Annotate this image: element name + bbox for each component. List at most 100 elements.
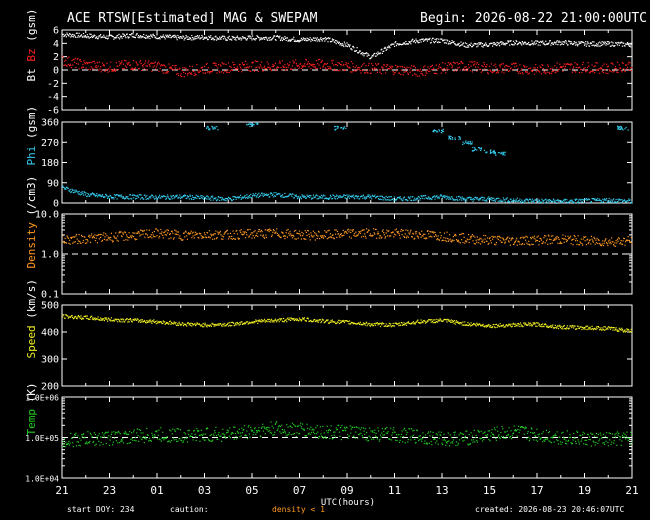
data-point (123, 33, 125, 35)
data-point (296, 196, 298, 198)
data-point (469, 238, 471, 240)
data-point (85, 67, 87, 69)
data-point (257, 193, 259, 196)
data-point (498, 197, 500, 200)
data-point (125, 319, 127, 321)
data-point (381, 52, 383, 54)
data-point (157, 197, 159, 199)
data-point (64, 187, 66, 189)
data-point (259, 229, 261, 231)
data-point (294, 318, 296, 320)
data-point (501, 71, 503, 73)
data-point (148, 319, 150, 321)
data-point (295, 59, 297, 61)
data-point (70, 316, 72, 318)
data-point (497, 200, 499, 202)
data-point (387, 230, 389, 233)
data-point (448, 135, 450, 137)
data-point (390, 235, 392, 237)
data-point (253, 38, 256, 40)
data-point (222, 236, 225, 238)
data-point (420, 195, 422, 197)
data-point (134, 68, 136, 70)
data-point (490, 240, 492, 242)
data-point (483, 199, 485, 201)
data-point (295, 229, 297, 232)
data-point (210, 71, 212, 73)
data-point (323, 63, 325, 65)
data-point (164, 323, 166, 325)
data-point (68, 35, 70, 37)
data-point (104, 70, 106, 72)
data-point (474, 61, 476, 63)
data-point (566, 199, 568, 201)
data-point (84, 35, 86, 37)
data-point (451, 67, 453, 69)
data-point (77, 242, 79, 245)
data-point (614, 45, 616, 47)
data-point (186, 36, 188, 38)
data-point (371, 198, 373, 200)
data-point (210, 199, 212, 201)
data-point (452, 320, 454, 323)
data-point (187, 73, 189, 75)
data-point (275, 69, 277, 72)
data-point (189, 194, 191, 196)
data-point (458, 136, 460, 138)
data-point (579, 326, 581, 328)
data-point (140, 37, 142, 39)
data-point (552, 201, 554, 203)
data-point (532, 322, 534, 324)
data-point (317, 59, 320, 61)
data-point (191, 323, 193, 325)
data-point (93, 60, 95, 62)
data-point (184, 72, 187, 74)
data-point (261, 192, 263, 194)
data-point (181, 75, 183, 78)
data-point (573, 238, 575, 240)
data-point (234, 196, 237, 198)
data-point (472, 61, 474, 63)
data-point (217, 323, 219, 325)
data-point (113, 320, 116, 322)
data-point (599, 68, 601, 70)
data-point (364, 52, 366, 54)
data-point (378, 198, 380, 201)
data-point (303, 65, 305, 67)
data-point (169, 198, 171, 200)
data-point (594, 243, 596, 245)
data-point (168, 197, 170, 200)
data-point (188, 233, 190, 235)
data-point (609, 201, 611, 203)
data-point (265, 236, 268, 238)
data-point (593, 236, 595, 238)
data-point (314, 66, 316, 68)
data-point (160, 233, 162, 235)
data-point (448, 136, 450, 138)
data-point (465, 198, 467, 200)
data-point (67, 187, 69, 189)
data-point (593, 41, 595, 43)
data-point (303, 318, 305, 320)
data-point (342, 195, 344, 197)
data-point (147, 37, 149, 39)
data-point (165, 197, 168, 199)
data-point (163, 36, 165, 38)
data-point (255, 196, 257, 198)
data-point (381, 199, 383, 201)
data-point (548, 42, 550, 44)
data-point (136, 318, 138, 320)
data-point (550, 324, 552, 327)
data-point (269, 68, 271, 70)
data-point (63, 60, 66, 62)
data-point (317, 230, 320, 232)
data-point (420, 72, 422, 75)
data-point (621, 199, 623, 201)
data-point (602, 42, 605, 44)
data-point (143, 68, 145, 70)
data-point (292, 193, 294, 195)
data-point (502, 153, 504, 155)
data-point (269, 196, 271, 198)
data-point (393, 196, 396, 198)
data-point (582, 63, 584, 66)
